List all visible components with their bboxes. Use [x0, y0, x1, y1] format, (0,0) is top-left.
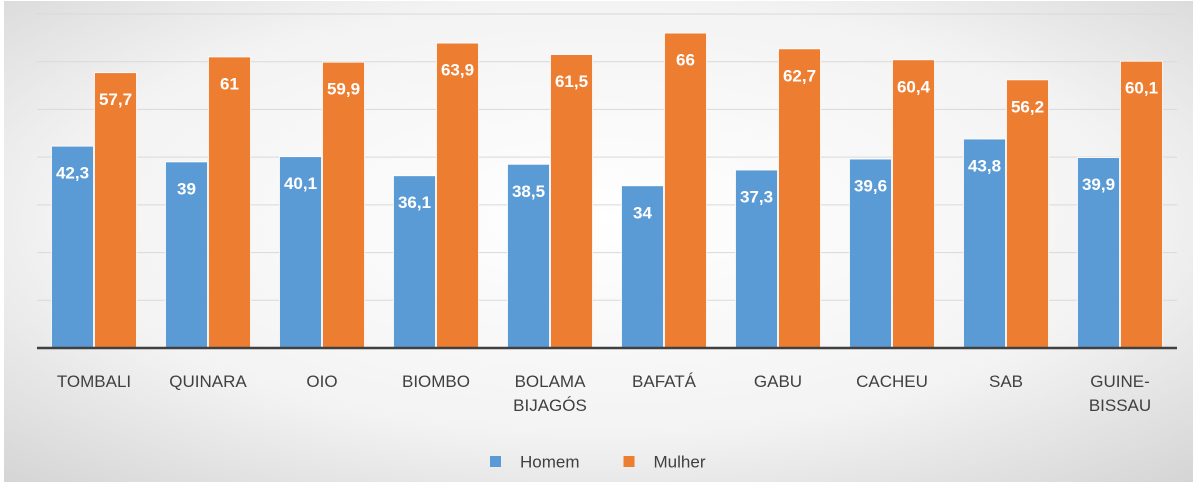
data-label: 38,5: [512, 182, 545, 201]
data-label: 42,3: [56, 164, 89, 183]
x-tick-label: GUINE- BISSAU: [1088, 372, 1152, 415]
legend-swatch: [490, 456, 501, 467]
bar: [1120, 60, 1163, 349]
bar: [94, 72, 137, 349]
x-tick-label: GABU: [753, 372, 803, 391]
x-tick-label: BOLAMA BIJAGÓS: [513, 372, 587, 415]
bar: [165, 161, 208, 349]
bar: [322, 61, 365, 349]
bar: [735, 169, 778, 349]
data-label: 62,7: [783, 66, 816, 85]
data-label: 36,1: [398, 193, 431, 212]
bar: [279, 156, 322, 349]
bar: [621, 185, 664, 349]
data-label: 61,5: [555, 72, 588, 91]
bar: [1006, 79, 1049, 349]
bar: [778, 48, 821, 349]
x-tick-label: BIOMBO: [401, 372, 470, 391]
bar: [550, 54, 593, 349]
data-label: 39: [177, 179, 196, 198]
x-tick-label: SAB: [988, 372, 1024, 391]
data-label: 34: [633, 203, 652, 222]
bar: [507, 163, 550, 349]
bar: [963, 138, 1006, 349]
x-tick-label: OIO: [306, 372, 338, 391]
data-label: 56,2: [1011, 97, 1044, 116]
data-label: 39,6: [854, 177, 887, 196]
data-label: 63,9: [441, 61, 474, 80]
x-tick-label: CACHEU: [856, 372, 928, 391]
bar: [393, 175, 436, 349]
bar: [1077, 157, 1120, 349]
data-label: 61: [220, 74, 239, 93]
bar: [849, 158, 892, 349]
data-label: 37,3: [740, 188, 773, 207]
data-label: 60,1: [1125, 79, 1158, 98]
legend-label: Homem: [520, 452, 580, 471]
x-tick-label: TOMBALI: [56, 372, 132, 391]
bar: [51, 145, 94, 349]
data-label: 39,9: [1082, 175, 1115, 194]
legend-swatch: [623, 456, 635, 467]
data-label: 59,9: [327, 80, 360, 99]
x-tick-label: QUINARA: [169, 372, 247, 391]
data-label: 57,7: [99, 90, 132, 109]
data-label: 40,1: [284, 174, 317, 193]
data-label: 43,8: [968, 156, 1001, 175]
x-tick-label: BAFATÁ: [632, 372, 696, 391]
data-label: 60,4: [897, 77, 931, 96]
bar: [892, 59, 935, 349]
legend-label: Mulher: [654, 452, 706, 471]
bar: [208, 56, 251, 349]
data-label: 66: [676, 51, 695, 70]
bar: [664, 32, 707, 349]
bar: [436, 42, 479, 349]
